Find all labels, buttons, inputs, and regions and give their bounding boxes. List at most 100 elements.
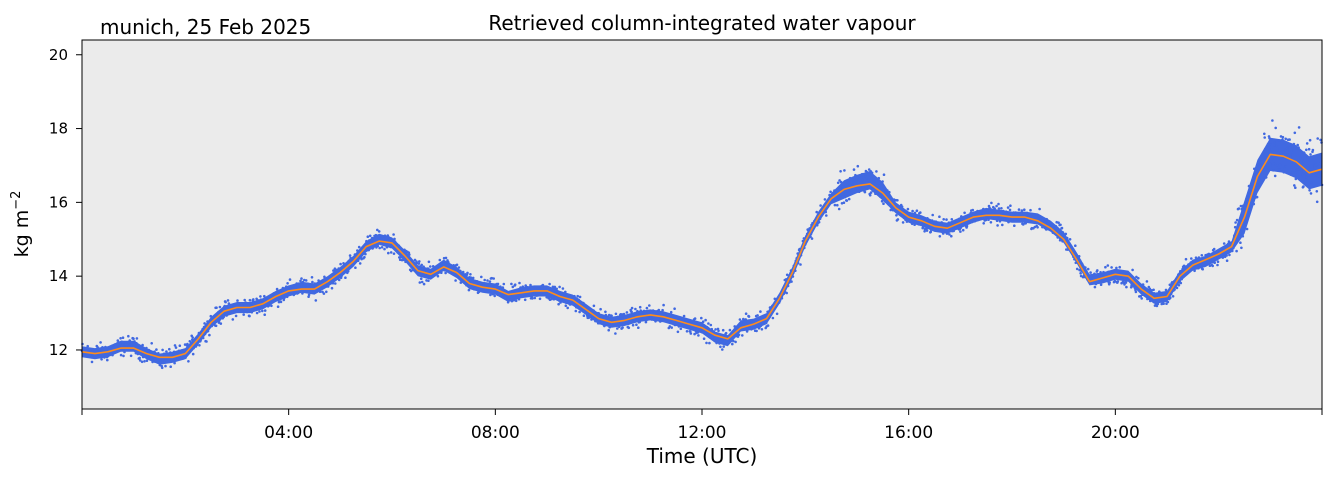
retrieval-point: [603, 324, 606, 328]
retrieval-point: [219, 322, 223, 325]
retrieval-point: [545, 295, 548, 299]
retrieval-point: [259, 298, 263, 302]
retrieval-point: [143, 360, 146, 363]
retrieval-point: [723, 338, 726, 342]
retrieval-point: [262, 305, 265, 308]
retrieval-point: [662, 303, 665, 307]
retrieval-point: [938, 235, 942, 238]
retrieval-point: [1284, 137, 1287, 141]
y-tick-label: 16: [49, 193, 68, 211]
retrieval-point: [1284, 149, 1287, 152]
retrieval-point: [959, 226, 963, 229]
retrieval-point: [140, 360, 144, 364]
retrieval-point: [1225, 254, 1228, 257]
retrieval-point: [1094, 282, 1098, 286]
retrieval-point: [86, 344, 89, 348]
retrieval-point: [1281, 138, 1284, 141]
retrieval-point: [626, 316, 629, 320]
retrieval-point: [263, 309, 267, 312]
retrieval-point: [639, 309, 642, 312]
retrieval-point: [1259, 164, 1262, 167]
retrieval-point: [627, 322, 631, 325]
retrieval-point: [1282, 170, 1286, 174]
retrieval-point: [963, 211, 966, 215]
retrieval-point: [471, 286, 474, 290]
retrieval-point: [189, 348, 193, 352]
retrieval-point: [1289, 173, 1293, 176]
retrieval-point: [218, 305, 222, 309]
retrieval-point: [1308, 138, 1312, 142]
retrieval-point: [942, 218, 945, 221]
retrieval-point: [1275, 163, 1279, 167]
retrieval-point: [878, 195, 882, 198]
retrieval-point: [722, 345, 725, 348]
retrieval-point: [982, 207, 985, 211]
retrieval-point: [1263, 147, 1267, 151]
retrieval-point: [1270, 148, 1273, 151]
retrieval-point: [1291, 153, 1294, 156]
retrieval-point: [144, 354, 148, 358]
retrieval-point: [354, 266, 357, 270]
retrieval-point: [718, 342, 721, 345]
retrieval-point: [564, 290, 567, 294]
retrieval-point: [1089, 271, 1092, 274]
retrieval-point: [481, 289, 484, 292]
retrieval-point: [96, 346, 99, 349]
retrieval-point: [1294, 177, 1298, 181]
retrieval-point: [622, 312, 626, 316]
retrieval-point: [860, 172, 864, 176]
retrieval-point: [1126, 278, 1130, 282]
retrieval-point: [1292, 142, 1296, 146]
retrieval-point: [588, 315, 592, 319]
retrieval-point: [996, 224, 999, 227]
retrieval-point: [639, 313, 643, 316]
retrieval-point: [174, 346, 178, 349]
retrieval-point: [243, 298, 246, 302]
retrieval-point: [574, 309, 578, 313]
retrieval-point: [464, 281, 467, 284]
retrieval-point: [693, 317, 697, 320]
retrieval-point: [888, 190, 891, 194]
retrieval-point: [657, 308, 661, 312]
retrieval-point: [1233, 233, 1236, 237]
retrieval-point: [980, 209, 983, 213]
retrieval-point: [923, 230, 926, 233]
retrieval-point: [931, 213, 934, 217]
retrieval-point: [348, 259, 352, 262]
retrieval-point: [1059, 223, 1062, 227]
retrieval-point: [809, 235, 812, 239]
retrieval-point: [147, 348, 151, 352]
retrieval-point: [479, 282, 483, 285]
retrieval-point: [509, 290, 512, 294]
retrieval-point: [991, 217, 994, 220]
retrieval-point: [376, 228, 379, 232]
retrieval-point: [1131, 268, 1134, 272]
retrieval-point: [1080, 262, 1084, 266]
retrieval-point: [1148, 299, 1152, 303]
retrieval-point: [715, 341, 718, 345]
retrieval-point: [426, 270, 429, 273]
retrieval-point: [1292, 149, 1295, 152]
retrieval-point: [1121, 276, 1124, 279]
retrieval-point: [837, 196, 840, 199]
retrieval-point: [165, 350, 168, 353]
retrieval-point: [1177, 273, 1180, 276]
retrieval-point: [1068, 242, 1071, 246]
smoothed-line-series: [81, 153, 1323, 359]
retrieval-point: [846, 188, 850, 192]
retrieval-point: [1096, 269, 1099, 272]
retrieval-point: [967, 215, 970, 218]
retrieval-point: [431, 265, 435, 268]
retrieval-point: [597, 312, 600, 315]
retrieval-point: [819, 204, 822, 207]
retrieval-point: [1263, 132, 1266, 136]
retrieval-point: [566, 306, 569, 310]
retrieval-point: [748, 326, 751, 330]
x-tick-label: 04:00: [264, 423, 313, 443]
retrieval-point: [801, 239, 805, 243]
retrieval-point: [676, 330, 680, 334]
retrieval-point: [99, 341, 102, 344]
retrieval-point: [1114, 270, 1118, 273]
retrieval-point: [578, 310, 581, 314]
